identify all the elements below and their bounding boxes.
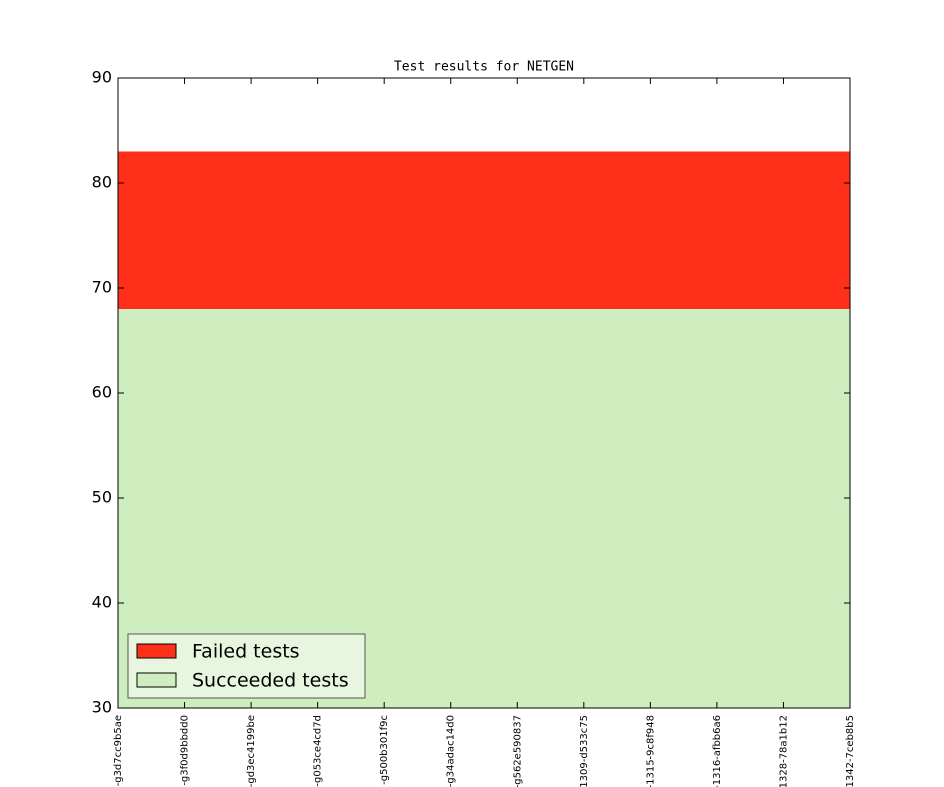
area: [118, 151, 850, 309]
y-tick-label: 40: [92, 593, 112, 612]
x-tick-label: 1342-7ceb8b5: [845, 715, 856, 787]
y-tick-label: 90: [92, 68, 112, 87]
x-tick-label: 1309-d533c75: [579, 715, 590, 787]
x-tick-label: -g500b301f9c: [379, 715, 390, 785]
y-tick-label: 80: [92, 173, 112, 192]
x-tick-label: 1328-78a1b12: [778, 715, 789, 787]
area: [118, 309, 850, 708]
x-tick-label: -1315-9c8f948: [645, 715, 656, 787]
x-tick-label: -g053ce4cd7d: [313, 715, 324, 787]
legend-label: Succeeded tests: [192, 670, 349, 692]
legend-swatch: [136, 643, 177, 659]
x-tick-label: -g3f0d9bbdd0: [180, 715, 191, 786]
x-tick-label: -g562e590837: [512, 715, 523, 787]
legend-label: Failed tests: [192, 641, 300, 663]
y-tick-label: 50: [92, 488, 112, 507]
x-tick-label: -gd3ec4199be: [246, 715, 257, 787]
legend-swatch: [136, 672, 177, 688]
y-tick-label: 30: [92, 698, 112, 717]
x-tick-label: -1316-afbb6a6: [712, 715, 723, 787]
y-tick-label: 70: [92, 278, 112, 297]
y-tick-label: 60: [92, 383, 112, 402]
x-tick-label: -g3d7cc9b5ae: [113, 715, 124, 786]
chart-title: Test results for NETGEN: [394, 60, 574, 75]
x-tick-label: -g34adac14d0: [446, 715, 457, 787]
